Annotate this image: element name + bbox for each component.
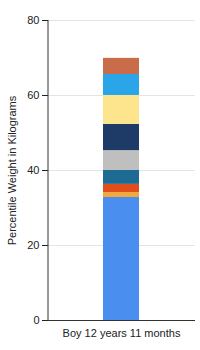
svg-text:Percentile Weight in Kilograms: Percentile Weight in Kilograms — [6, 95, 18, 245]
svg-text:60: 60 — [27, 89, 39, 101]
svg-text:Boy 12 years 11 months: Boy 12 years 11 months — [63, 327, 181, 339]
svg-text:0: 0 — [33, 314, 39, 326]
svg-text:20: 20 — [27, 239, 39, 251]
svg-text:80: 80 — [27, 14, 39, 26]
svg-text:40: 40 — [27, 164, 39, 176]
